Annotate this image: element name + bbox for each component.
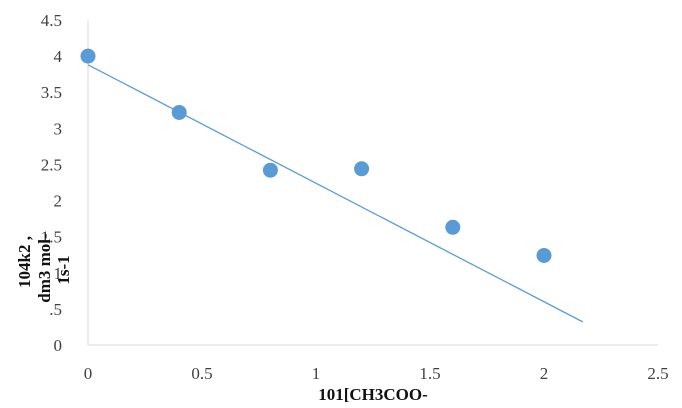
x-tick-label: 1.5 bbox=[419, 364, 440, 383]
y-tick-label: 3.5 bbox=[41, 83, 62, 102]
y-tick-label: 3 bbox=[54, 119, 63, 138]
data-point bbox=[445, 219, 461, 235]
y-tick-label: 2.5 bbox=[41, 155, 62, 174]
y-axis-title: 104k2 , dm3 mol- 1s-1 bbox=[15, 233, 73, 303]
y-tick-label: 1.5 bbox=[41, 228, 62, 247]
x-axis-title: 101[CH3COO- bbox=[318, 385, 428, 404]
y-axis-title-line-2: dm3 mol- bbox=[35, 233, 54, 303]
x-tick-label: 0.5 bbox=[191, 364, 212, 383]
y-tick-labels: 0 .5 1 1.5 2 2.5 3 3.5 4 4.5 bbox=[41, 11, 63, 355]
y-tick-label: 2 bbox=[54, 192, 63, 211]
data-point bbox=[354, 161, 370, 177]
y-axis-title-line-1: 104k2 , bbox=[15, 236, 34, 288]
x-tick-labels: 0 0.5 1 1.5 2 2.5 bbox=[84, 364, 669, 383]
data-point bbox=[536, 247, 552, 263]
y-tick-label: 4.5 bbox=[41, 11, 62, 30]
data-point bbox=[171, 104, 187, 120]
data-points bbox=[80, 48, 552, 263]
y-axis-title-line-3: 1s-1 bbox=[54, 255, 73, 284]
x-tick-label: 1 bbox=[312, 364, 321, 383]
x-tick-label: 2 bbox=[540, 364, 549, 383]
y-tick-label: 4 bbox=[54, 47, 63, 66]
y-tick-label: 0 bbox=[54, 336, 63, 355]
x-tick-label: 2.5 bbox=[647, 364, 668, 383]
axes bbox=[87, 20, 658, 346]
y-tick-label: .5 bbox=[49, 300, 62, 319]
data-point bbox=[80, 48, 96, 64]
y-tick-label: 1 bbox=[54, 264, 63, 283]
x-tick-label: 0 bbox=[84, 364, 93, 383]
linear-trendline bbox=[87, 64, 584, 323]
data-point bbox=[262, 162, 278, 178]
